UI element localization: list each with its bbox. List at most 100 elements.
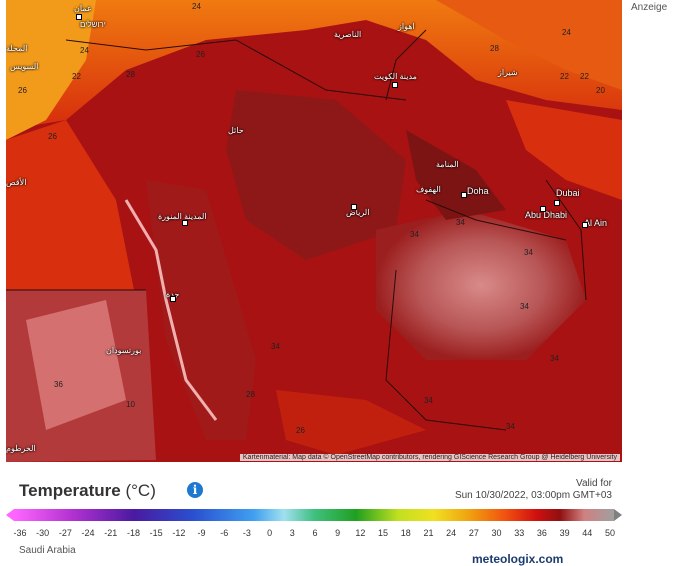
color-scale-bar — [6, 509, 622, 521]
scale-tick-label: 27 — [468, 528, 479, 538]
scale-tick-label: 9 — [335, 528, 341, 538]
isotherm-label: 34 — [520, 302, 529, 311]
isotherm-label: 26 — [296, 426, 305, 435]
ad-label: Anzeige — [631, 2, 668, 13]
isotherm-label: 10 — [126, 400, 135, 409]
isotherm-label: 22 — [72, 72, 81, 81]
city-label-jeddah: جدة — [166, 290, 180, 299]
scale-tick-label: 12 — [355, 528, 366, 538]
red-sea-coast — [146, 180, 256, 440]
scale-tick-label: 39 — [559, 528, 570, 538]
scale-tick-label: -24 — [81, 528, 95, 538]
scale-tick-label: 24 — [446, 528, 457, 538]
isotherm-label: 26 — [196, 50, 205, 59]
scale-tick-label: 18 — [400, 528, 411, 538]
city-label-portsudan: بورتسودان — [106, 346, 142, 355]
city-marker — [170, 296, 176, 302]
layer-unit: (°C) — [125, 481, 156, 500]
temperature-map[interactable]: عمان ירושלים المحلة السويس الأقص الناصري… — [6, 0, 622, 462]
scale-ticks: -36 -30 -27 -24 -21 -18 -15 -12 -9 -6 -3 0 3 6 9 12 15 18… — [10, 528, 620, 540]
country-borders — [6, 29, 587, 431]
isotherm-label: 24 — [562, 28, 571, 37]
yemen-zone — [276, 390, 426, 455]
scale-tick-label: -21 — [104, 528, 118, 538]
city-marker — [461, 192, 467, 198]
isotherm-label: 28 — [246, 390, 255, 399]
scale-tick-label: -6 — [220, 528, 229, 538]
city-label-alain: Al Ain — [584, 218, 608, 228]
city-marker — [392, 82, 398, 88]
isotherm-label: 24 — [192, 2, 201, 11]
city-label-manama: المنامة — [436, 160, 459, 169]
layer-title-text: Temperature — [19, 481, 121, 500]
city-marker — [582, 222, 588, 228]
scale-tick-label: -36 — [13, 528, 27, 538]
scale-tick-label: -15 — [149, 528, 163, 538]
isotherm-label: 34 — [506, 422, 515, 431]
valid-time-box: Valid for Sun 10/30/2022, 03:00pm GMT+03 — [455, 478, 612, 502]
isotherm-label: 22 — [580, 72, 589, 81]
nejd-zone — [226, 90, 406, 260]
city-marker — [182, 220, 188, 226]
scale-tick-label: 36 — [536, 528, 547, 538]
city-marker — [351, 204, 357, 210]
isotherm-label: 34 — [524, 248, 533, 257]
city-label-medina: المدينة المنورة — [158, 212, 207, 221]
isotherm-label: 28 — [490, 44, 499, 53]
isotherm-label: 24 — [80, 46, 89, 55]
scale-tick-label: 6 — [312, 528, 318, 538]
northern-warm-zone — [6, 0, 622, 130]
city-label-hofuf: الهفوف — [416, 185, 441, 194]
isotherm-label: 34 — [271, 342, 280, 351]
scale-tick-label: 44 — [582, 528, 593, 538]
scale-tick-label: -9 — [197, 528, 206, 538]
city-label-shiraz: شیراز — [498, 68, 518, 77]
scale-tick-label: -30 — [36, 528, 50, 538]
isotherm-label: 34 — [456, 218, 465, 227]
persian-gulf — [406, 130, 506, 220]
scale-tick-label: -3 — [242, 528, 251, 538]
scale-tick-label: 30 — [491, 528, 502, 538]
location-label: Saudi Arabia — [19, 545, 76, 556]
valid-label: Valid for — [576, 478, 612, 489]
iran-zone — [436, 0, 622, 90]
meteologix-logo[interactable]: meteologix.com — [472, 552, 564, 566]
map-attribution: Kartenmaterial: Map data © OpenStreetMap… — [239, 454, 620, 461]
red-sea-hot-strip — [124, 199, 218, 421]
isotherm-label: 34 — [424, 396, 433, 405]
scale-tick-label: 15 — [378, 528, 389, 538]
scale-tick-label: -27 — [58, 528, 72, 538]
city-label-nasiriyah: الناصرية — [334, 30, 362, 39]
valid-time: Sun 10/30/2022, 03:00pm GMT+03 — [454, 490, 612, 501]
city-marker — [554, 200, 560, 206]
city-label-hail: حائل — [228, 126, 244, 135]
isotherm-label: 34 — [410, 230, 419, 239]
city-label-luxor: الأقص — [6, 178, 27, 187]
scale-tick-label: 33 — [514, 528, 525, 538]
scale-tick-label: 50 — [604, 528, 616, 538]
scale-tick-label: -12 — [172, 528, 186, 538]
city-label-riyadh: الرياض — [346, 208, 370, 217]
isotherm-label: 28 — [126, 70, 135, 79]
city-label-suez: السويس — [10, 62, 39, 71]
city-label-ahvaz: اهواز — [398, 22, 415, 31]
isotherm-label: 22 — [560, 72, 569, 81]
scale-tick-label: 3 — [289, 528, 295, 538]
info-icon[interactable]: i — [187, 482, 203, 498]
rub-al-khali-hot — [376, 210, 586, 360]
isotherm-label: 26 — [48, 132, 57, 141]
city-label-abudhabi: Abu Dhabi — [525, 210, 568, 220]
isotherm-label: 36 — [54, 380, 63, 389]
city-label-mahalla: المحلة — [6, 44, 28, 53]
scale-tick-label: -18 — [126, 528, 140, 538]
isotherm-label: 20 — [596, 86, 605, 95]
layer-title: Temperature (°C) — [19, 481, 156, 501]
gulf-oman-zone — [506, 100, 622, 200]
city-label-kuwait: مدينة الكويت — [374, 72, 417, 81]
scale-tick-label: 21 — [423, 528, 434, 538]
isotherm-label: 26 — [18, 86, 27, 95]
city-label-amman: عمان — [74, 4, 92, 13]
city-label-jerusalem: ירושלים — [80, 20, 106, 29]
city-label-dubai: Dubai — [556, 188, 580, 198]
isotherm-label: 34 — [550, 354, 559, 363]
